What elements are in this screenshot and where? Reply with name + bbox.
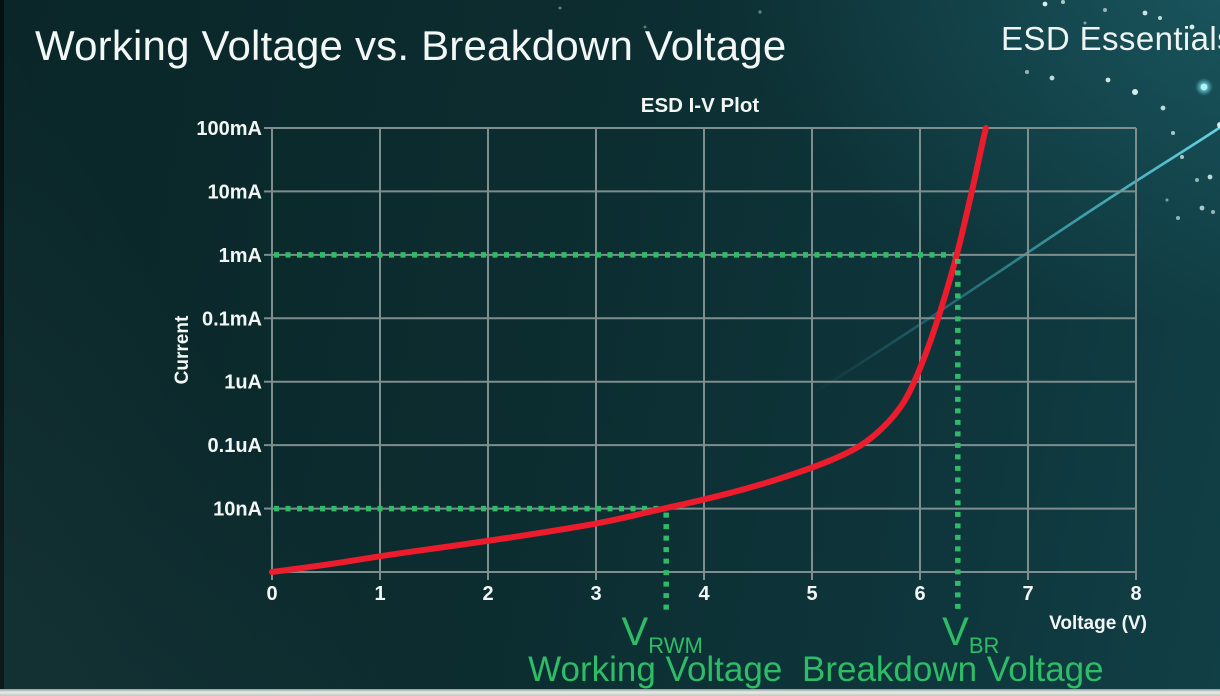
slide-title: Working Voltage vs. Breakdown Voltage: [35, 22, 787, 69]
y-tick-label: 10mA: [208, 181, 262, 203]
axis-ticks: [264, 127, 1137, 580]
x-tick-label: 5: [806, 583, 817, 605]
x-tick-label: 1: [374, 583, 385, 605]
x-tick-label: 2: [482, 583, 493, 605]
annotation-dotted-lines-vertical: [663, 258, 961, 610]
y-axis-tick-labels: 100mA 10mA 1mA 0.1mA 1uA 0.1uA 10nA: [196, 118, 262, 521]
x-tick-label: 6: [914, 583, 925, 605]
iv-curve-path: [269, 125, 989, 575]
vbr-symbol: VBR: [942, 610, 999, 658]
vrwm-symbol: VRWM: [622, 610, 703, 658]
y-tick-label: 1mA: [219, 245, 262, 267]
vbr-caption: Breakdown Voltage: [802, 650, 1104, 689]
chart-title: ESD I-V Plot: [641, 94, 760, 117]
grid-lines: [271, 127, 1137, 573]
y-tick-label: 100mA: [196, 118, 262, 140]
bottom-strip: [0, 689, 1220, 696]
y-axis-label: Current: [172, 315, 193, 384]
left-edge-bar: [0, 0, 4, 696]
x-tick-label: 0: [266, 583, 277, 605]
x-axis-label: Voltage (V): [1049, 613, 1147, 634]
y-tick-label: 10nA: [213, 499, 262, 521]
swoosh-curve: [811, 125, 1220, 396]
iv-curve: [269, 125, 989, 575]
x-tick-label: 8: [1130, 583, 1141, 605]
y-tick-label: 0.1uA: [208, 435, 262, 457]
x-tick-label: 3: [590, 583, 601, 605]
x-axis-tick-labels: 0 1 2 3 4 5 6 7 8: [266, 583, 1141, 605]
star-dots: [558, 0, 1220, 220]
x-tick-label: 7: [1022, 583, 1033, 605]
vrwm-caption: Working Voltage: [528, 650, 782, 689]
y-tick-label: 0.1mA: [202, 308, 262, 330]
y-tick-label: 1uA: [224, 372, 262, 394]
x-tick-label: 4: [698, 583, 710, 605]
annotation-dotted-lines-horizontal: [274, 252, 958, 512]
brand-watermark: ESD Essentials: [1001, 20, 1220, 57]
